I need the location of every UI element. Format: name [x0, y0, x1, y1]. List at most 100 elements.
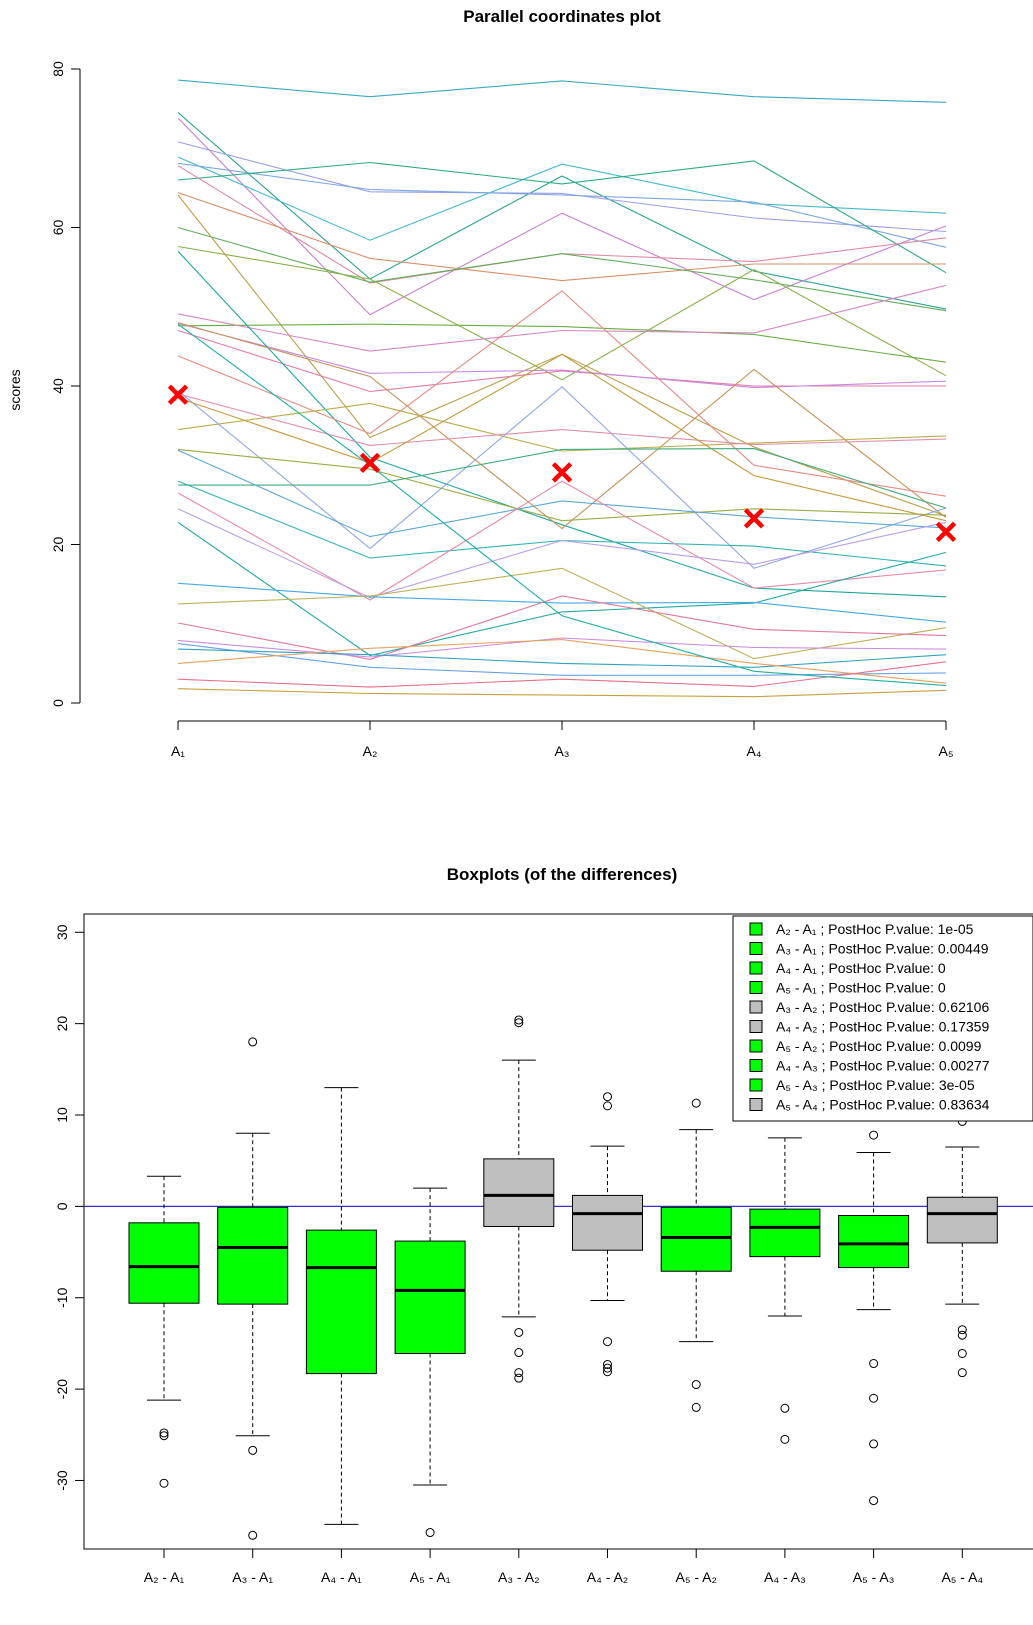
- pc-y-tick-label: 80: [50, 61, 66, 77]
- bp-title: Boxplots (of the differences): [447, 865, 677, 884]
- bp-box-group: [305, 1087, 377, 1525]
- bp-y-tick-label: 20: [54, 1016, 70, 1032]
- bp-outlier-point: [514, 1373, 524, 1383]
- bp-outlier-point: [603, 1363, 612, 1373]
- bp-outlier-point: [691, 1402, 701, 1412]
- pc-median-marker-stroke: [167, 384, 189, 405]
- pc-series-line: [177, 192, 946, 282]
- bp-x-tick-label: A₅ - A₄: [941, 1569, 983, 1585]
- bp-outlier-point: [603, 1337, 612, 1347]
- bp-x-tick-label: A₅ - A₃: [853, 1569, 895, 1585]
- bp-box: [483, 1158, 555, 1227]
- pc-y-tick-label: 0: [50, 699, 66, 707]
- pc-series-line: [177, 284, 947, 352]
- bp-box-group: [926, 1116, 998, 1378]
- bp-box-group: [128, 1175, 200, 1488]
- bp-legend-label: A₅ - A₄ ; PostHoc P.value: 0.83634: [776, 1097, 990, 1113]
- pc-x-tick-label: A₃: [554, 743, 569, 759]
- pc-series-line: [177, 162, 947, 248]
- bp-outlier-point: [691, 1098, 701, 1108]
- pc-series-line: [177, 595, 947, 660]
- bp-legend: A₂ - A₁ ; PostHoc P.value: 1e-05 A₃ - A₁ …: [732, 915, 1033, 1122]
- bp-x-tick-label: A₃ - A₁: [232, 1569, 273, 1585]
- bp-legend-frame: [732, 915, 1033, 1122]
- pc-series-line: [177, 480, 947, 601]
- pc-series-line: [177, 112, 947, 310]
- pc-series-line: [177, 226, 947, 312]
- bp-outlier-point: [159, 1428, 169, 1438]
- pc-x-tick-label: A₄: [746, 743, 761, 759]
- bp-box-group: [217, 1037, 289, 1540]
- bp-outlier-point: [869, 1359, 879, 1369]
- bp-x-tick-label: A₅ - A₂: [675, 1569, 716, 1585]
- pc-median-marker-stroke: [359, 452, 381, 474]
- pc-median-marker: [743, 508, 765, 529]
- bp-outlier-point: [514, 1015, 524, 1025]
- pc-median-marker-stroke: [743, 508, 765, 529]
- bp-boxes: [128, 1015, 998, 1540]
- bp-y-tick-label: 0: [54, 1202, 70, 1210]
- pc-series-line: [177, 290, 947, 497]
- bp-box-group: [394, 1187, 466, 1538]
- bp-outlier-point: [957, 1348, 967, 1358]
- bp-outlier-point: [603, 1092, 612, 1102]
- bp-outlier-point: [514, 1327, 524, 1337]
- bp-legend-swatch: [749, 961, 763, 975]
- bp-legend-swatch: [749, 1000, 763, 1014]
- bp-legend-label: A₄ - A₁ ; PostHoc P.value: 0: [776, 960, 946, 976]
- bp-box: [128, 1222, 200, 1304]
- pc-series-line: [177, 250, 947, 598]
- bp-outlier-point: [514, 1018, 524, 1028]
- bp-outlier-point: [514, 1348, 524, 1358]
- bp-plot-frame: [83, 913, 1033, 1550]
- bp-box: [572, 1194, 643, 1251]
- bp-legend-label: A₂ - A₁ ; PostHoc P.value: 1e-05: [776, 921, 974, 937]
- bp-x-tick-label: A₄ - A₂: [587, 1569, 629, 1585]
- pc-series-line: [177, 156, 947, 241]
- bp-outlier-point: [780, 1434, 790, 1444]
- pc-series-line: [177, 386, 947, 569]
- bp-y-tick-label: -20: [54, 1379, 70, 1399]
- pc-y-tick-label: 60: [50, 220, 66, 236]
- pc-axes: 0 20 40 60 80 A₁ A₂ A₃ A₄ A₅: [50, 61, 953, 759]
- pc-median-marker-stroke: [551, 462, 573, 483]
- bp-legend-label: A₅ - A₃ ; PostHoc P.value: 3e-05: [776, 1077, 975, 1093]
- pc-median-marker: [551, 462, 573, 483]
- pc-series-line: [178, 448, 947, 509]
- pc-median-marker: [935, 521, 957, 543]
- pc-series-line: [177, 521, 947, 657]
- pc-series-line: [177, 79, 947, 103]
- bp-outlier-point: [957, 1330, 967, 1340]
- bp-box-group: [572, 1092, 643, 1377]
- bp-outlier-point: [159, 1478, 169, 1488]
- pc-x-tick-label: A₁: [171, 743, 185, 759]
- bp-outlier-point: [603, 1367, 612, 1377]
- pc-y-tick-label: 40: [50, 378, 66, 394]
- bp-box: [838, 1215, 910, 1269]
- bp-y-tick-label: -10: [54, 1287, 70, 1307]
- bp-outlier-point: [780, 1403, 790, 1413]
- pc-series-line: [177, 637, 947, 658]
- pc-series-line: [177, 165, 947, 284]
- bp-outlier-point: [425, 1528, 435, 1538]
- bp-box: [394, 1240, 466, 1354]
- bp-outlier-point: [869, 1439, 879, 1449]
- bp-legend-label: A₅ - A₂ ; PostHoc P.value: 0.0099: [776, 1038, 982, 1054]
- bp-legend-label: A₃ - A₂ ; PostHoc P.value: 0.62106: [776, 999, 989, 1015]
- bp-box: [749, 1208, 821, 1258]
- bp-outlier-point: [248, 1445, 258, 1455]
- pc-median-marker: [359, 452, 381, 474]
- bp-outlier-point: [869, 1496, 879, 1506]
- pc-series-line: [177, 323, 947, 363]
- bp-legend-label: A₃ - A₁ ; PostHoc P.value: 0.00449: [776, 941, 989, 957]
- bp-x-tick-label: A₄ - A₁: [321, 1569, 362, 1585]
- bp-outlier-point: [514, 1368, 524, 1378]
- pc-y-label: scores: [7, 369, 23, 410]
- pc-y-tick-label: 20: [50, 537, 66, 553]
- pc-x-tick-label: A₅: [939, 743, 954, 759]
- bp-legend-label: A₄ - A₃ ; PostHoc P.value: 0.00277: [776, 1058, 990, 1074]
- bp-legend-swatch: [749, 922, 763, 936]
- pc-series-line: [177, 448, 947, 522]
- bp-box-group: [749, 1137, 821, 1444]
